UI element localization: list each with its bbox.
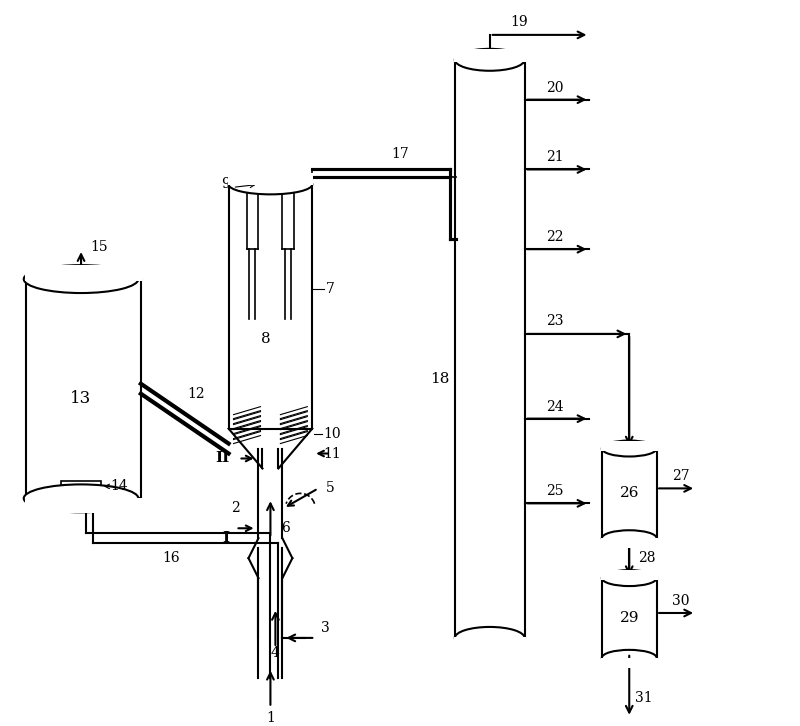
Bar [602,570,658,580]
Text: 7: 7 [326,282,334,296]
Text: 18: 18 [430,372,450,386]
Text: 29: 29 [619,611,639,625]
Ellipse shape [24,265,138,293]
Bar [454,637,526,650]
Text: 2: 2 [231,502,240,515]
Bar [455,60,525,638]
Ellipse shape [229,174,312,195]
Text: 14: 14 [110,479,128,494]
Text: 1: 1 [266,711,275,725]
Bar [26,498,142,513]
Text: 5: 5 [326,481,334,495]
Bar [602,578,657,658]
Ellipse shape [602,530,657,546]
Text: 28: 28 [638,551,656,565]
Text: 4: 4 [271,646,280,660]
Text: 15: 15 [90,240,108,254]
Text: 26: 26 [619,486,639,500]
Text: 27: 27 [672,470,690,484]
Ellipse shape [602,570,657,586]
Bar [229,184,312,428]
Text: 20: 20 [546,81,563,94]
Text: 24: 24 [546,399,563,414]
Text: 31: 31 [635,690,653,705]
Text: 3: 3 [321,621,330,635]
Text: 19: 19 [510,15,529,29]
Bar [26,279,141,498]
Text: 16: 16 [162,551,179,565]
Text: 12: 12 [187,387,205,401]
Text: 8: 8 [261,332,270,346]
Text: 22: 22 [546,230,563,244]
Bar [227,174,314,185]
Bar [602,449,657,538]
Bar [602,441,658,451]
Text: 13: 13 [70,390,92,407]
Ellipse shape [24,484,138,513]
Bar [602,658,658,668]
Text: 11: 11 [323,446,341,460]
Text: 9: 9 [221,177,230,192]
Bar [26,265,142,281]
Text: 6: 6 [281,521,290,535]
Text: 17: 17 [391,147,409,161]
Bar [61,481,101,492]
Text: 10: 10 [323,427,341,441]
Text: 30: 30 [672,594,690,608]
Text: II: II [215,452,230,465]
Bar [602,538,658,548]
Ellipse shape [455,627,525,649]
Ellipse shape [455,49,525,70]
Text: I: I [222,531,229,545]
Ellipse shape [602,441,657,457]
Bar [454,49,526,62]
Ellipse shape [602,650,657,666]
Text: 25: 25 [546,484,563,498]
Text: 23: 23 [546,314,563,328]
Text: 21: 21 [546,150,563,165]
